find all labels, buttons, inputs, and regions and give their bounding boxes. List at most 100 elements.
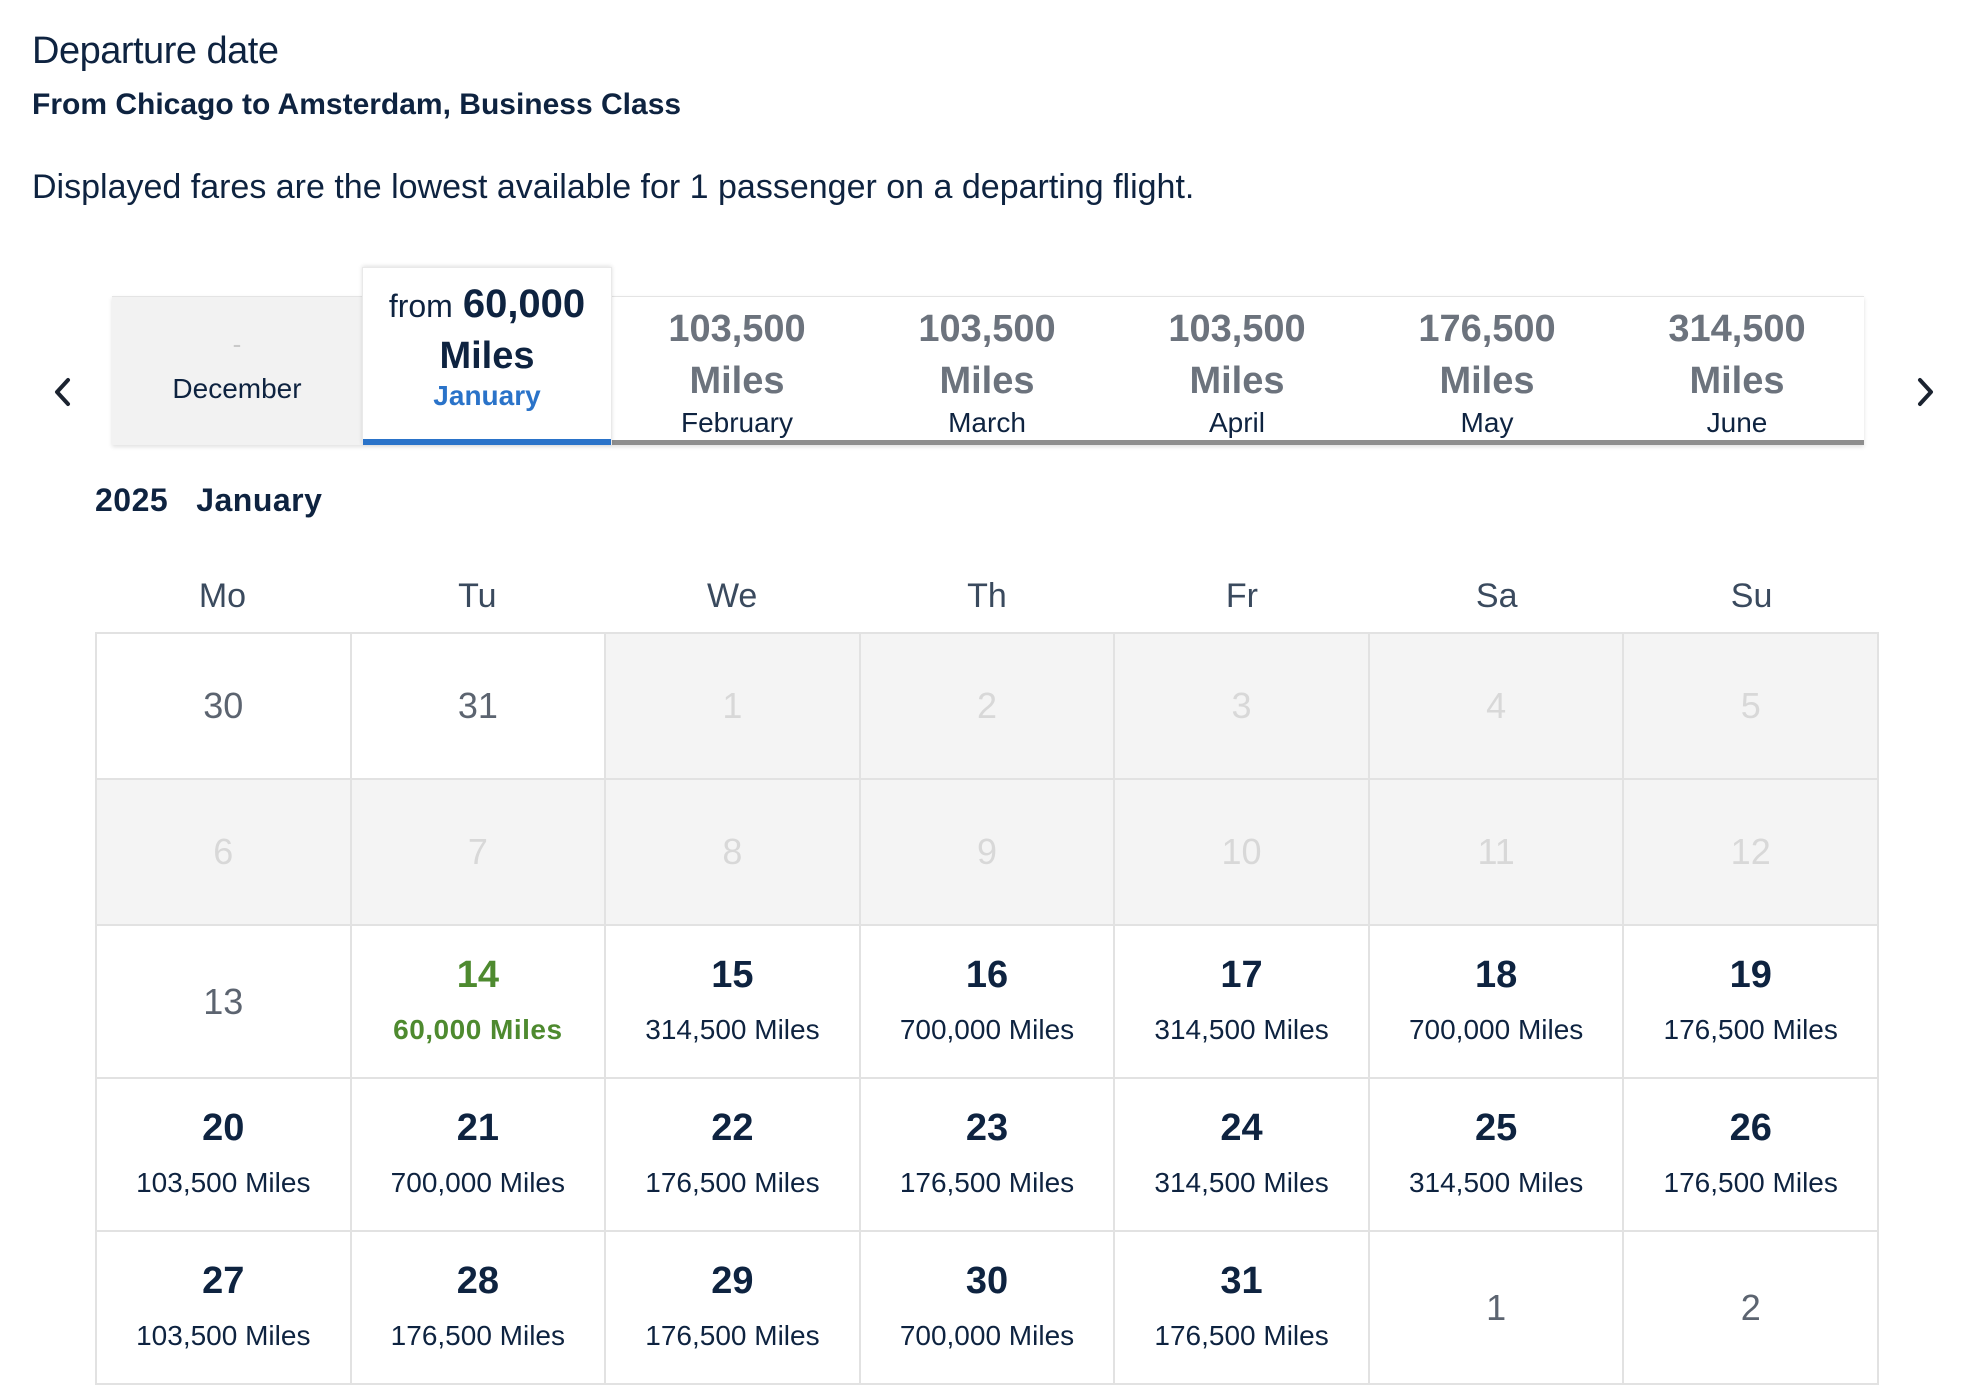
fare-label: 314,500 Miles [1154, 1167, 1329, 1198]
day-number: 27 [202, 1260, 245, 1302]
calendar-day-cell[interactable]: 25 314,500 Miles [1369, 1079, 1625, 1232]
day-number: 30 [965, 1260, 1009, 1302]
calendar-day-cell[interactable]: 15 314,500 Miles [606, 926, 861, 1079]
day-number: 28 [456, 1260, 499, 1302]
calendar-day-cell[interactable]: 27 103,500 Miles [97, 1232, 352, 1385]
calendar-day-cell[interactable]: 24 314,500 Miles [1115, 1079, 1370, 1232]
tab-price: 60,000 [462, 282, 586, 326]
day-number: 4 [1486, 685, 1507, 726]
day-number: 5 [1740, 685, 1761, 726]
tab-june[interactable]: 314,500 Miles June [1612, 297, 1862, 445]
tab-price: 103,500 [668, 308, 806, 350]
calendar-day-cell[interactable]: 23 176,500 Miles [860, 1079, 1116, 1232]
previous-months-button[interactable] [33, 362, 93, 422]
day-number: 25 [1474, 1107, 1518, 1149]
tab-price: 176,500 [1418, 308, 1556, 350]
fare-label: 700,000 Miles [390, 1167, 566, 1198]
fare-label: 700,000 Miles [899, 1014, 1075, 1045]
day-number: 18 [1474, 954, 1518, 996]
tab-price: 103,500 [1168, 308, 1306, 350]
day-number: 14 [456, 954, 499, 996]
calendar-day-cell[interactable]: 19 176,500 Miles [1624, 926, 1879, 1079]
weekday-label: Fr [1225, 577, 1258, 615]
fare-label: 176,500 Miles [645, 1320, 820, 1351]
day-number: 6 [213, 831, 234, 872]
fare-label: 176,500 Miles [899, 1167, 1075, 1198]
day-number: 29 [711, 1260, 754, 1302]
calendar-day-cell[interactable]: 18 700,000 Miles [1369, 926, 1625, 1079]
calendar-day-cell: 5 [1624, 634, 1879, 780]
tab-month-label: December [172, 373, 302, 404]
calendar-day-cell[interactable]: 31 176,500 Miles [1115, 1232, 1370, 1385]
calendar-grid: 30 31 1 2 3 4 5 6 7 8 9 10 11 12 13 14 60,000 Miles 15 314… [95, 632, 1879, 1385]
calendar-day-cell[interactable]: 2 [1624, 1232, 1879, 1385]
calendar-day-cell[interactable]: 29 176,500 Miles [606, 1232, 861, 1385]
tab-february[interactable]: 103,500 Miles February [612, 297, 862, 445]
calendar-day-cell: 11 [1369, 780, 1625, 926]
tab-march[interactable]: 103,500 Miles March [862, 297, 1112, 445]
day-number: 8 [722, 831, 743, 872]
day-number: 10 [1221, 831, 1262, 872]
fare-label: 700,000 Miles [899, 1320, 1075, 1351]
calendar-day-cell[interactable]: 13 [97, 926, 352, 1079]
day-number: 21 [456, 1107, 499, 1149]
calendar-day-cell[interactable]: 17 314,500 Miles [1115, 926, 1370, 1079]
tabs-baseline [112, 440, 1864, 445]
day-number: 7 [467, 831, 488, 872]
tab-month-label: June [1706, 407, 1768, 438]
calendar-day-cell: 3 [1115, 634, 1370, 780]
fare-label: 176,500 Miles [1663, 1014, 1838, 1045]
fare-label: 314,500 Miles [645, 1014, 820, 1045]
tab-january[interactable]: from 60,000 Miles January [362, 267, 612, 445]
weekday-label: Tu [458, 577, 497, 615]
tab-unit: Miles [439, 335, 535, 377]
calendar-day-cell: 10 [1115, 780, 1370, 926]
day-number: 1 [722, 685, 743, 726]
calendar-day-cell[interactable]: 20 103,500 Miles [97, 1079, 352, 1232]
tab-unit: Miles [1689, 360, 1785, 402]
calendar-day-cell[interactable]: 14 60,000 Miles [351, 926, 607, 1079]
chevron-right-icon [1918, 378, 1933, 406]
day-number: 31 [1220, 1260, 1263, 1302]
calendar-day-cell[interactable]: 30 [97, 634, 352, 780]
calendar-day-cell: 4 [1369, 634, 1625, 780]
calendar-day-cell: 9 [860, 780, 1116, 926]
calendar-day-cell[interactable]: 30 700,000 Miles [860, 1232, 1116, 1385]
calendar-day-cell[interactable]: 28 176,500 Miles [351, 1232, 607, 1385]
tab-april[interactable]: 103,500 Miles April [1112, 297, 1362, 445]
day-number: 9 [976, 831, 997, 872]
tab-may[interactable]: 176,500 Miles May [1362, 297, 1612, 445]
calendar-day-cell[interactable]: 21 700,000 Miles [351, 1079, 607, 1232]
day-number: 2 [976, 685, 997, 726]
day-number: 26 [1729, 1107, 1772, 1149]
tab-unit: Miles [1439, 360, 1535, 402]
tab-unit: Miles [1189, 360, 1285, 402]
day-number: 3 [1231, 685, 1252, 726]
calendar-day-cell[interactable]: 16 700,000 Miles [860, 926, 1116, 1079]
calendar-month: January [196, 482, 323, 518]
day-number: 11 [1477, 831, 1515, 872]
calendar-day-cell: 6 [97, 780, 352, 926]
route-subtitle: From Chicago to Amsterdam, Business Clas… [32, 88, 682, 121]
fare-label: 176,500 Miles [1663, 1167, 1838, 1198]
calendar-day-cell: 8 [606, 780, 861, 926]
calendar-day-cell[interactable]: 26 176,500 Miles [1624, 1079, 1879, 1232]
tab-unit: Miles [939, 360, 1035, 402]
day-number: 15 [711, 954, 754, 996]
calendar-heading: 2025 January [95, 482, 322, 519]
tab-price: 314,500 [1668, 308, 1806, 350]
next-months-button[interactable] [1895, 362, 1955, 422]
day-number: 23 [965, 1107, 1009, 1149]
calendar-day-cell[interactable]: 22 176,500 Miles [606, 1079, 861, 1232]
fare-label: 314,500 Miles [1408, 1167, 1584, 1198]
fare-label: 176,500 Miles [390, 1320, 566, 1351]
no-fare-dash: - [232, 329, 242, 359]
calendar-day-cell[interactable]: 1 [1369, 1232, 1625, 1385]
tab-month-label: May [1460, 407, 1514, 438]
fare-label: 176,500 Miles [1154, 1320, 1329, 1351]
fare-label: 103,500 Miles [136, 1167, 311, 1198]
tab-december: - December [112, 297, 362, 445]
weekday-label: Mo [198, 577, 247, 615]
page-title: Departure date [32, 30, 279, 72]
calendar-day-cell[interactable]: 31 [351, 634, 607, 780]
